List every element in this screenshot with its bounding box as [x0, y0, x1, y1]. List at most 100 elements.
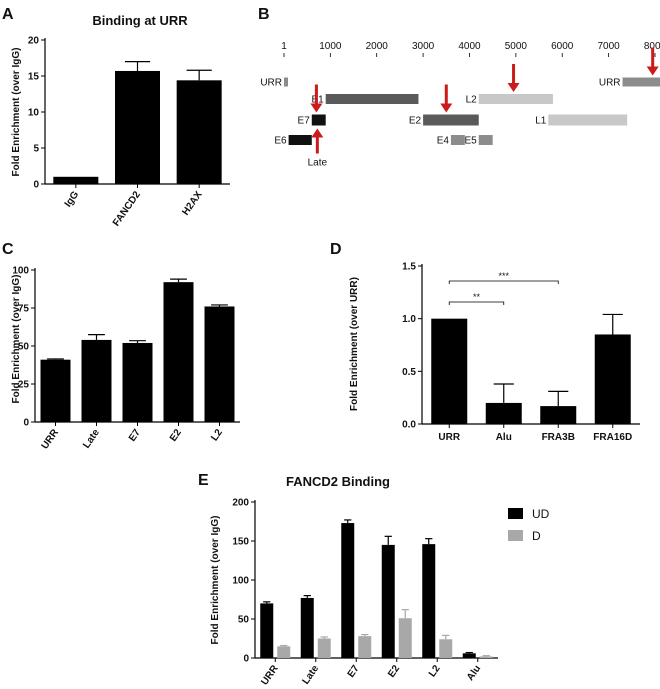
panel-letter-e: E	[198, 472, 209, 489]
chart-c-xtick-label: E2	[168, 427, 184, 444]
scale-label: 2000	[366, 41, 389, 52]
scale-label: 5000	[505, 41, 528, 52]
chart-d-significance-label: **	[473, 292, 481, 302]
gene-bar-l1	[548, 114, 628, 126]
chart-d-ytick-label: 0.5	[402, 367, 416, 378]
chart-e-bar	[398, 618, 412, 658]
chart-d-bar	[540, 406, 577, 424]
chart-c-ytick-label: 50	[18, 342, 30, 353]
chart-c-ytick-label: 0	[23, 418, 29, 429]
chart-d-xtick-label: FRA3B	[542, 432, 575, 443]
chart-c-xtick-label: URR	[40, 427, 62, 452]
chart-e-bar	[422, 544, 436, 658]
chart-d-ytick-label: 0.0	[402, 420, 416, 431]
chart-a-title: Binding at URR	[92, 13, 188, 28]
panel-letter-c: C	[2, 241, 14, 258]
chart-e-bar	[439, 639, 453, 658]
gene-bar-e1	[325, 94, 419, 104]
gene-bar-e4	[450, 135, 465, 145]
chart-e-bar	[462, 653, 476, 658]
chart-c-bar	[122, 342, 153, 422]
chart-e-bar	[260, 603, 274, 658]
chart-c-xtick-label: L2	[209, 427, 225, 443]
chart-c-bar	[204, 306, 235, 422]
gene-label-urr: URR	[260, 78, 282, 89]
chart-e-xtick-label: E7	[346, 663, 362, 680]
chart-d-ytick-label: 1.0	[402, 314, 416, 325]
chart-d-xtick-label: FRA16D	[593, 432, 632, 443]
red-arrow-head	[440, 103, 453, 113]
chart-e-xtick-label: Late	[300, 663, 321, 687]
scale-label: 7000	[597, 41, 620, 52]
chart-e-xtick-label: URR	[259, 663, 281, 688]
chart-c-ytick-label: 75	[18, 304, 30, 315]
panel-letter-b: B	[258, 6, 270, 23]
chart-d-significance-bracket	[448, 280, 559, 284]
genome-map: 110002000300040005000600070008000URRE1E7…	[260, 41, 660, 169]
chart-e-ytick-label: 0	[243, 654, 249, 665]
chart-e-ytick-label: 100	[232, 576, 249, 587]
chart-e-bar	[277, 646, 291, 658]
gene-label-e2: E2	[409, 116, 422, 127]
chart-e-xtick-label: E2	[386, 663, 402, 680]
chart-a-bar	[115, 70, 160, 184]
chart-a-bar	[53, 176, 99, 184]
chart-e-xtick-label: L2	[427, 663, 443, 679]
red-arrow-head	[310, 103, 323, 113]
chart-e-bar	[479, 656, 493, 658]
gene-label-l2: L2	[466, 95, 478, 106]
gene-bar-urr	[284, 77, 288, 87]
chart-d: Fold Enrichment (over URR) 0.0 0.5 1.0 1.5 U…	[349, 262, 640, 443]
red-arrow-head	[311, 128, 324, 138]
scale-label: 6000	[551, 41, 574, 52]
chart-a-xtick-label: H2AX	[180, 189, 205, 217]
chart-d-xtick-label: Alu	[496, 432, 512, 443]
chart-e: FANCD2 Binding Fold Enrichment (over IgG…	[210, 474, 550, 687]
chart-d-significance-bracket	[448, 301, 505, 305]
chart-e-title: FANCD2 Binding	[286, 474, 390, 489]
scale-label: 8000	[644, 41, 660, 52]
chart-c: Fold Enrichment (over IgG) 0 25 50 75 100 URR…	[11, 266, 240, 452]
chart-a-ytick-label: 10	[28, 108, 40, 119]
chart-d-xtick-label: URR	[438, 432, 460, 443]
chart-e-ylabel: Fold Enrichment (over IgG)	[210, 516, 221, 645]
chart-a-ylabel: Fold Enrichment (over IgG)	[11, 48, 22, 177]
gene-label-e6: E6	[274, 136, 287, 147]
chart-e-bar	[381, 544, 395, 658]
chart-d-bar	[431, 318, 468, 424]
chart-c-xtick-label: E7	[127, 427, 143, 444]
chart-e-legend-swatch	[508, 508, 523, 519]
chart-c-bar	[81, 339, 112, 422]
chart-a-ytick-label: 15	[28, 72, 40, 83]
red-arrow-head	[507, 83, 520, 92]
chart-d-bar	[594, 334, 631, 424]
chart-e-bar	[300, 597, 314, 658]
gene-bar-l2	[478, 94, 553, 104]
gene-label-e7: E7	[298, 116, 311, 127]
chart-e-legend-label: D	[532, 529, 541, 543]
chart-a-xtick-label: IgG	[63, 189, 82, 209]
chart-a-ytick-label: 20	[28, 36, 40, 47]
red-arrow-head	[646, 66, 659, 76]
gene-bar-e6	[288, 135, 312, 145]
chart-e-xtick-label: Alu	[465, 663, 483, 683]
chart-a-xtick-label: FANCD2	[111, 189, 143, 228]
gene-bar-e2	[423, 114, 479, 126]
chart-c-bar	[163, 282, 194, 422]
chart-e-ytick-label: 150	[232, 537, 249, 548]
chart-a-ytick-label: 5	[33, 144, 39, 155]
chart-e-legend-label: UD	[532, 507, 550, 521]
scale-label: 3000	[412, 41, 435, 52]
gene-bar-e5	[478, 135, 493, 145]
chart-e-ytick-label: 200	[232, 498, 249, 509]
chart-e-legend-swatch	[508, 530, 523, 541]
chart-d-bar	[485, 402, 522, 424]
chart-c-bar	[40, 359, 71, 422]
chart-e-bar	[358, 636, 372, 658]
chart-c-ytick-label: 100	[12, 266, 29, 277]
scale-label: 1	[281, 41, 287, 52]
chart-e-bar	[341, 523, 355, 658]
gene-label-e5: E5	[465, 136, 478, 147]
gene-bar-urr	[622, 77, 660, 87]
